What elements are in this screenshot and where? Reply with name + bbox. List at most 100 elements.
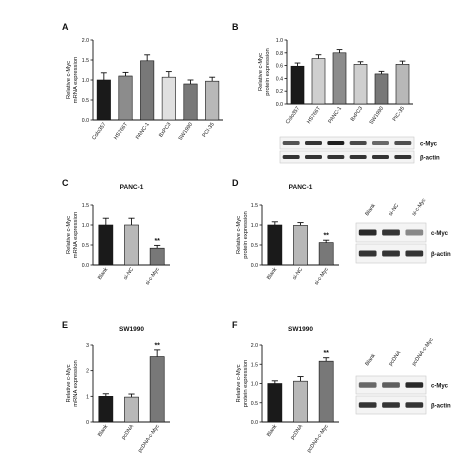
blot-band bbox=[405, 402, 424, 408]
x-tick-label: Colo357 bbox=[285, 106, 301, 126]
panel-letter: C bbox=[62, 178, 69, 188]
blot-band bbox=[327, 141, 345, 145]
x-tick-label: HS766T bbox=[306, 105, 322, 125]
bar bbox=[374, 73, 389, 105]
blot-strip bbox=[279, 136, 415, 150]
y-tick-label: 0.0 bbox=[82, 118, 89, 124]
blot-band bbox=[394, 155, 412, 159]
bar bbox=[118, 75, 133, 121]
y-tick-label: 0.0 bbox=[82, 263, 89, 269]
panel-title: SW1990 bbox=[288, 326, 313, 333]
y-tick-label: 2 bbox=[86, 369, 89, 375]
blot-band bbox=[382, 402, 400, 408]
x-tick-label: Blank bbox=[97, 423, 110, 438]
y-tick-label: 0 bbox=[86, 420, 89, 426]
bar bbox=[311, 58, 326, 105]
blot-lane-label: pcDNA bbox=[388, 350, 403, 368]
y-tick-label: 3 bbox=[86, 343, 89, 349]
blot-protein-label: β-actin bbox=[431, 404, 451, 410]
blot-band bbox=[394, 141, 412, 145]
bar bbox=[353, 64, 368, 105]
blot-band bbox=[382, 229, 400, 236]
panel-letter: F bbox=[232, 320, 238, 330]
y-tick-label: 0.2 bbox=[276, 89, 283, 95]
blot-band bbox=[305, 155, 322, 159]
x-tick-label: SW1990 bbox=[369, 106, 386, 126]
y-tick-label: 0.0 bbox=[251, 263, 258, 269]
y-tick-label: 1.0 bbox=[251, 223, 258, 229]
bar bbox=[318, 360, 334, 423]
x-tick-label: PANC-1 bbox=[135, 122, 151, 141]
blot-lane-label: si-c-Myc bbox=[411, 197, 427, 217]
bar bbox=[98, 396, 114, 423]
y-tick-label: 1.0 bbox=[82, 78, 89, 84]
y-axis-label: Relative c-Myc bbox=[66, 216, 72, 254]
y-tick-label: 2.0 bbox=[251, 343, 258, 349]
y-tick-label: 0.0 bbox=[276, 102, 283, 108]
y-tick-label: 1.0 bbox=[82, 223, 89, 229]
panel-title: PANC-1 bbox=[289, 184, 313, 191]
blot-band bbox=[358, 402, 377, 408]
x-tick-label: si-c-Myc bbox=[314, 266, 330, 286]
y-tick-label: 1.5 bbox=[251, 362, 258, 368]
significance-marker: ** bbox=[154, 342, 160, 349]
blot-band bbox=[282, 155, 300, 159]
blot-protein-label: β-actin bbox=[431, 252, 451, 258]
blot-band bbox=[372, 155, 389, 159]
y-tick-label: 0.5 bbox=[82, 98, 89, 104]
blot-lane-label: Blank bbox=[364, 353, 377, 368]
blot-band bbox=[358, 382, 377, 388]
bar bbox=[124, 396, 139, 423]
significance-marker: ** bbox=[323, 350, 329, 357]
panel-a: A Relative c-Myc mRNA expression 0.0 0.5 1.0 1… bbox=[62, 22, 223, 142]
bar bbox=[267, 224, 283, 266]
bar bbox=[140, 60, 155, 121]
blot-lane-label: Blank bbox=[364, 203, 377, 218]
bar bbox=[290, 65, 305, 105]
bar bbox=[124, 224, 139, 266]
panel-letter: A bbox=[62, 22, 69, 32]
y-tick-label: 1.0 bbox=[251, 382, 258, 388]
bar bbox=[293, 380, 308, 423]
y-tick-label: 2.0 bbox=[82, 38, 89, 44]
blot-band bbox=[405, 382, 424, 388]
x-tick-label: BxPC3 bbox=[350, 106, 364, 123]
y-tick-label: 1.5 bbox=[82, 203, 89, 209]
blot-lane-label: si-NC bbox=[388, 203, 401, 217]
y-axis-label: Relative c-Myc bbox=[66, 61, 72, 99]
x-tick-label: si-NC bbox=[123, 267, 136, 281]
bar bbox=[149, 356, 165, 423]
x-tick-label: PIC-35 bbox=[392, 106, 406, 123]
bar bbox=[149, 247, 165, 266]
bar bbox=[205, 80, 220, 121]
y-axis-label: protein expression bbox=[265, 48, 271, 95]
x-tick-label: Blank bbox=[266, 266, 279, 281]
blot-protein-label: c-Myc bbox=[431, 231, 449, 237]
bar bbox=[96, 79, 111, 121]
blot-band bbox=[358, 250, 377, 257]
panel-letter: B bbox=[232, 22, 239, 32]
panel-title: PANC-1 bbox=[120, 184, 144, 191]
blot-band bbox=[372, 141, 389, 145]
blot-strip bbox=[279, 150, 415, 164]
y-axis-label: mRNA expression bbox=[73, 57, 79, 103]
y-axis-label: Relative c-Myc bbox=[236, 216, 242, 254]
y-tick-label: 1.5 bbox=[251, 203, 258, 209]
y-tick-label: 0.8 bbox=[276, 51, 283, 57]
x-tick-label: PCI-35 bbox=[201, 122, 215, 139]
x-tick-label: Blank bbox=[97, 266, 110, 281]
y-axis-label: Relative c-Myc bbox=[236, 364, 242, 402]
significance-marker: ** bbox=[323, 233, 329, 240]
y-axis-label: protein expression bbox=[243, 360, 249, 407]
x-tick-label: SW1990 bbox=[178, 122, 195, 142]
y-tick-label: 0.6 bbox=[276, 64, 283, 70]
bar bbox=[98, 224, 114, 266]
bar bbox=[332, 52, 347, 105]
y-tick-label: 1.5 bbox=[82, 58, 89, 64]
panel-e: E SW1990 Relative c-Myc mRNA expression 0 1 2 3… bbox=[62, 320, 170, 454]
panel-b: B Relative c-Myc protein expression 0.0 0.2 0… bbox=[232, 22, 440, 164]
bar bbox=[161, 76, 176, 121]
